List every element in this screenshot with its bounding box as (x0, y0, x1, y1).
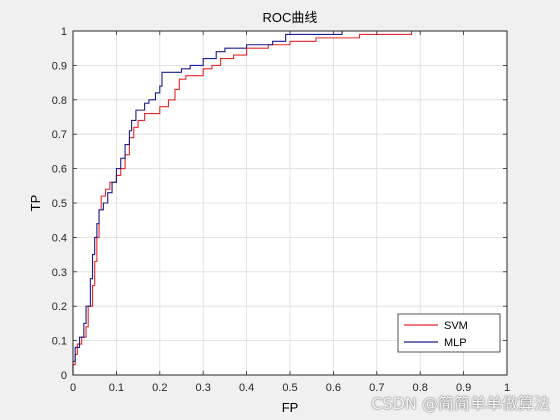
y-tick-label: 0.7 (52, 129, 67, 141)
x-tick-label: 0.6 (326, 382, 341, 394)
y-tick-label: 0.1 (52, 336, 67, 348)
y-tick-label: 0.2 (52, 301, 67, 313)
series-line-mlp (72, 30, 507, 375)
watermark: CSDN @简简单单做算法 (371, 394, 550, 413)
chart-title: ROC曲线 (263, 10, 318, 25)
x-axis-label: FP (282, 400, 299, 415)
x-tick-label: 0 (70, 382, 76, 394)
legend-label-svm: SVM (444, 320, 468, 332)
x-tick-label: 0.5 (282, 382, 297, 394)
legend: SVM MLP (397, 313, 501, 353)
y-tick-label: 0.9 (52, 60, 67, 72)
x-tick-label: 0.3 (196, 382, 211, 394)
y-tick-label: 0.4 (52, 232, 67, 244)
x-tick-labels: 0 0.1 0.2 0.3 0.4 0.5 0.6 0.7 0.8 0.9 1 (70, 382, 510, 394)
x-tick-label: 0.9 (456, 382, 471, 394)
y-tick-label: 0.5 (52, 198, 67, 210)
y-tick-label: 0 (61, 370, 67, 382)
y-tick-labels: 0 0.1 0.2 0.3 0.4 0.5 0.6 0.7 0.8 0.9 1 (52, 26, 67, 382)
x-tick-label: 0.8 (413, 382, 428, 394)
x-tick-label: 0.4 (239, 382, 254, 394)
x-tick-label: 1 (504, 382, 510, 394)
y-axis-label: TP (28, 195, 43, 212)
y-tick-label: 0.6 (52, 164, 67, 176)
ticks (72, 30, 508, 376)
y-tick-label: 0.3 (52, 267, 67, 279)
y-tick-label: 1 (61, 26, 67, 38)
x-tick-label: 0.7 (369, 382, 384, 394)
legend-label-mlp: MLP (444, 337, 467, 349)
x-tick-label: 0.2 (152, 382, 167, 394)
legend-box (397, 313, 501, 353)
y-tick-label: 0.8 (52, 95, 67, 107)
series-line-svm (72, 30, 507, 375)
x-tick-label: 0.1 (109, 382, 124, 394)
series-layer (72, 30, 507, 375)
